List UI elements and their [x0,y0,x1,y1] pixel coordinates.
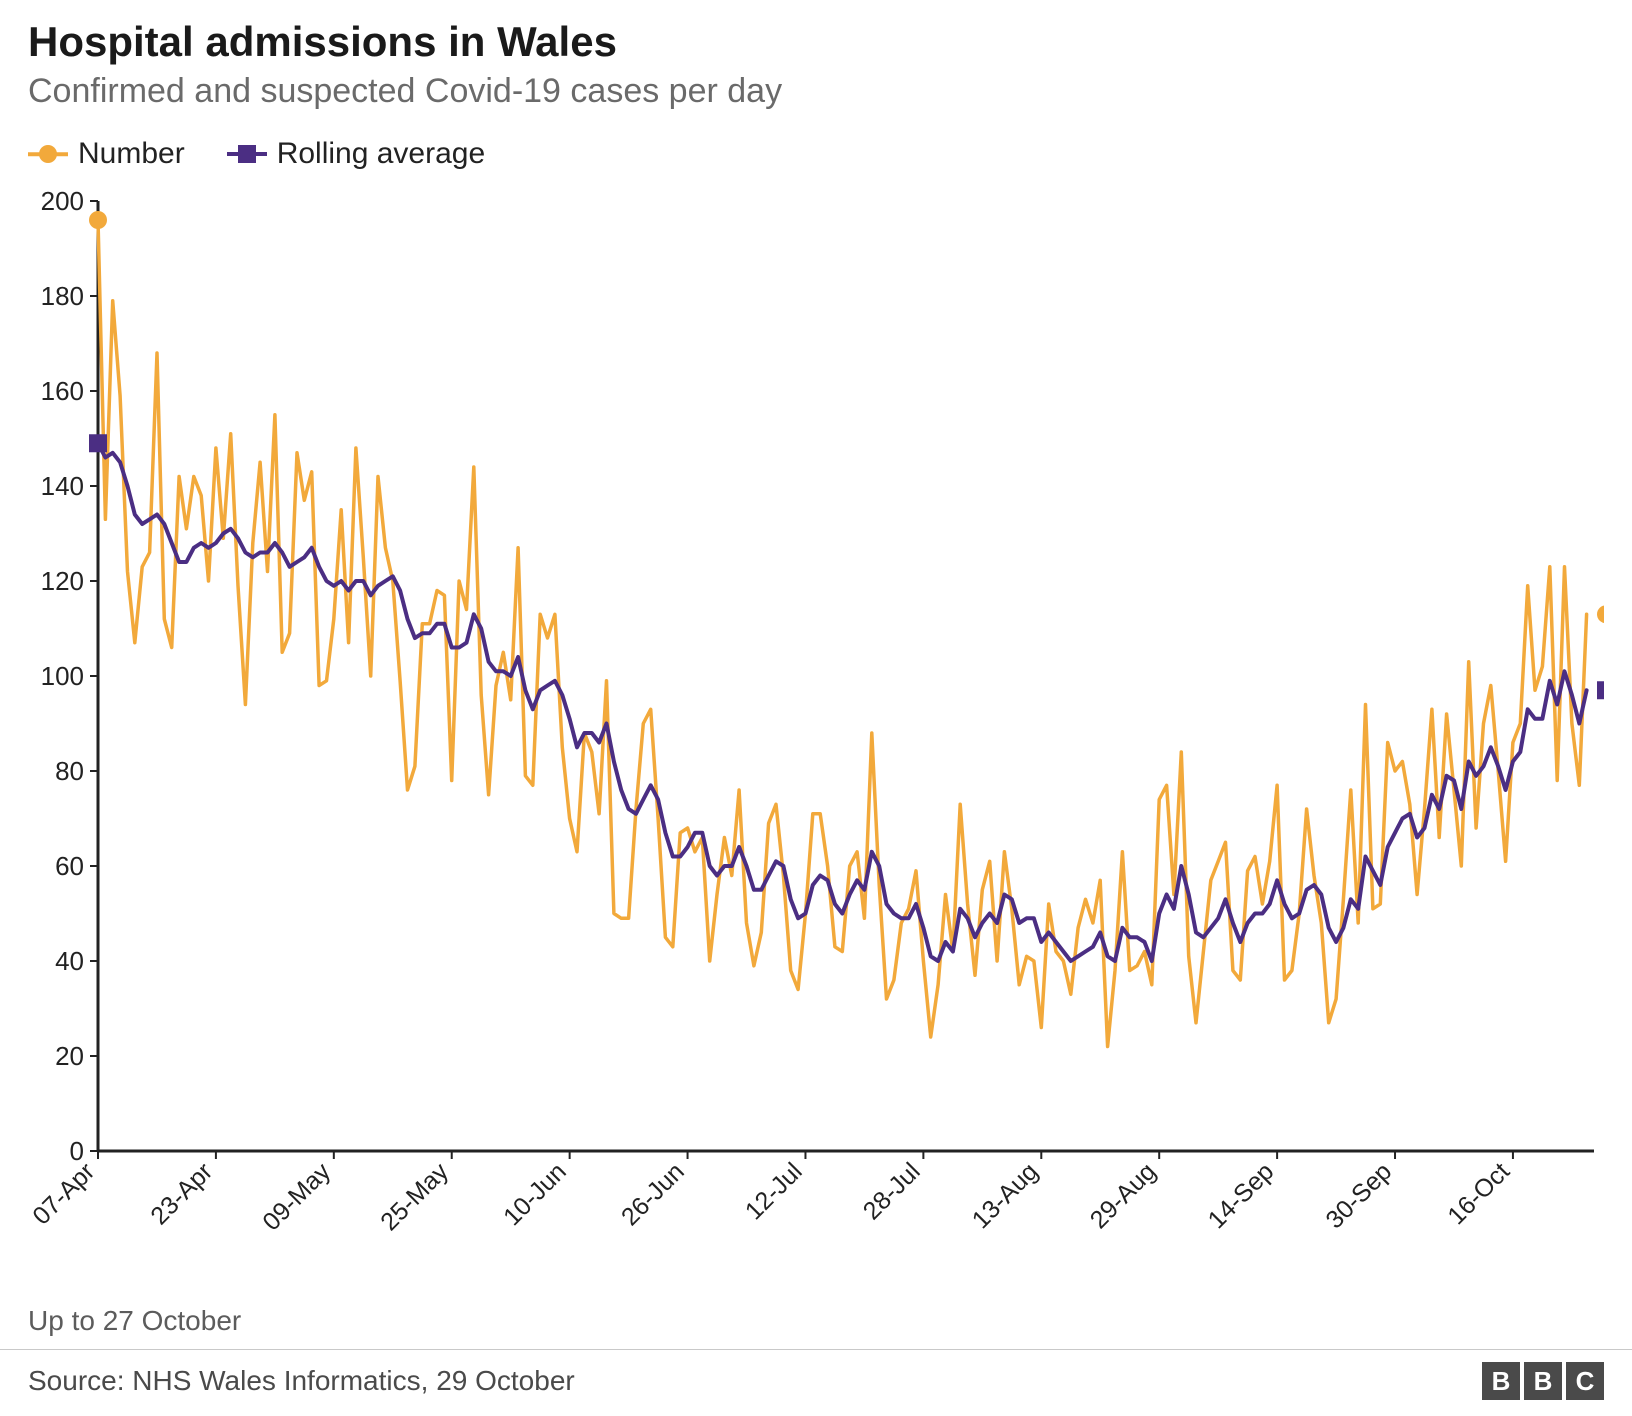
svg-text:29-Aug: 29-Aug [1085,1157,1162,1234]
svg-text:60: 60 [55,851,84,881]
chart-svg: 02040608010012014016018020007-Apr23-Apr0… [28,191,1604,1291]
svg-text:10-Jun: 10-Jun [498,1157,572,1231]
svg-text:200: 200 [41,191,84,216]
svg-text:120: 120 [41,566,84,596]
svg-text:16-Oct: 16-Oct [1442,1157,1515,1230]
svg-text:25-May: 25-May [375,1157,454,1236]
svg-text:07-Apr: 07-Apr [28,1157,100,1230]
svg-text:160: 160 [41,376,84,406]
svg-text:23-Apr: 23-Apr [145,1157,218,1230]
source-row: Source: NHS Wales Informatics, 29 Octobe… [0,1349,1632,1416]
svg-text:140: 140 [41,471,84,501]
svg-text:09-May: 09-May [257,1157,336,1236]
svg-text:20: 20 [55,1041,84,1071]
legend-swatch-number [28,152,68,156]
svg-text:100: 100 [41,661,84,691]
legend-label-rolling-average: Rolling average [277,137,485,171]
svg-text:14-Sep: 14-Sep [1203,1157,1280,1234]
chart-container: Hospital admissions in Wales Confirmed a… [0,0,1632,1416]
legend-item-number: Number [28,137,185,171]
bbc-logo-b2: B [1524,1362,1562,1400]
bbc-logo: B B C [1482,1362,1604,1400]
svg-text:180: 180 [41,281,84,311]
chart-subtitle: Confirmed and suspected Covid-19 cases p… [28,72,1604,111]
chart-plot-area: 02040608010012014016018020007-Apr23-Apr0… [28,191,1604,1291]
svg-text:30-Sep: 30-Sep [1320,1157,1397,1234]
legend-item-rolling-average: Rolling average [227,137,485,171]
legend: Number Rolling average [28,137,1604,171]
legend-label-number: Number [78,137,185,171]
bbc-logo-b1: B [1482,1362,1520,1400]
svg-text:80: 80 [55,756,84,786]
svg-text:40: 40 [55,946,84,976]
chart-note: Up to 27 October [28,1305,1604,1337]
svg-text:12-Jul: 12-Jul [740,1157,808,1225]
chart-title: Hospital admissions in Wales [28,18,1604,66]
svg-text:28-Jul: 28-Jul [858,1157,926,1225]
svg-text:13-Aug: 13-Aug [967,1157,1044,1234]
source-text: Source: NHS Wales Informatics, 29 Octobe… [28,1365,575,1397]
legend-swatch-rolling-average [227,152,267,156]
svg-text:26-Jun: 26-Jun [616,1157,690,1231]
bbc-logo-c: C [1566,1362,1604,1400]
